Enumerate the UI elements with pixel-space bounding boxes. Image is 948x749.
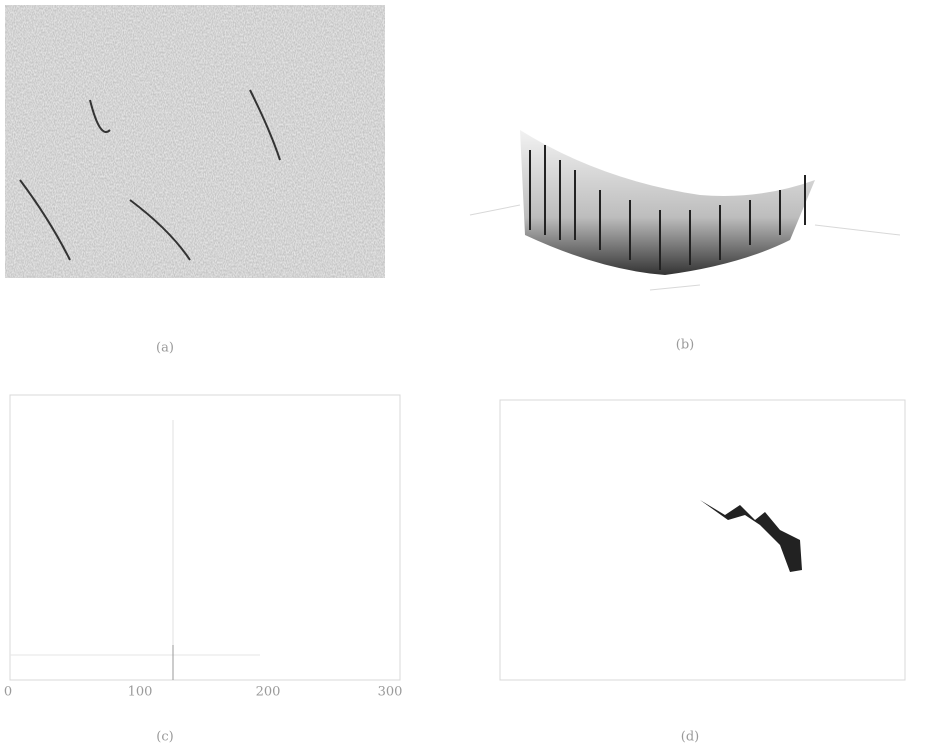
surface <box>520 130 815 275</box>
x-tick-label: 300 <box>378 685 403 700</box>
panel-b: (b) <box>470 130 900 353</box>
axes <box>500 400 905 680</box>
caption: (b) <box>676 338 694 353</box>
x-tick-label: 0 <box>4 685 12 700</box>
x-tick-label: 100 <box>128 685 153 700</box>
panel-c: 0 100 200 300 (c) <box>4 395 403 745</box>
curve <box>700 500 802 572</box>
image-texture <box>5 5 385 278</box>
caption: (a) <box>156 341 174 356</box>
panel-d: (d) <box>500 400 905 745</box>
figure: (a) (b) 0 100 200 300 (c) (d) <box>0 0 948 749</box>
page: (a) (b) 0 100 200 300 (c) (d) (() => { c… <box>0 0 948 749</box>
caption: (d) <box>681 730 699 745</box>
axes <box>10 395 400 680</box>
x-tick-label: 200 <box>256 685 281 700</box>
caption: (c) <box>156 730 173 745</box>
panel-a: (a) <box>5 5 385 356</box>
